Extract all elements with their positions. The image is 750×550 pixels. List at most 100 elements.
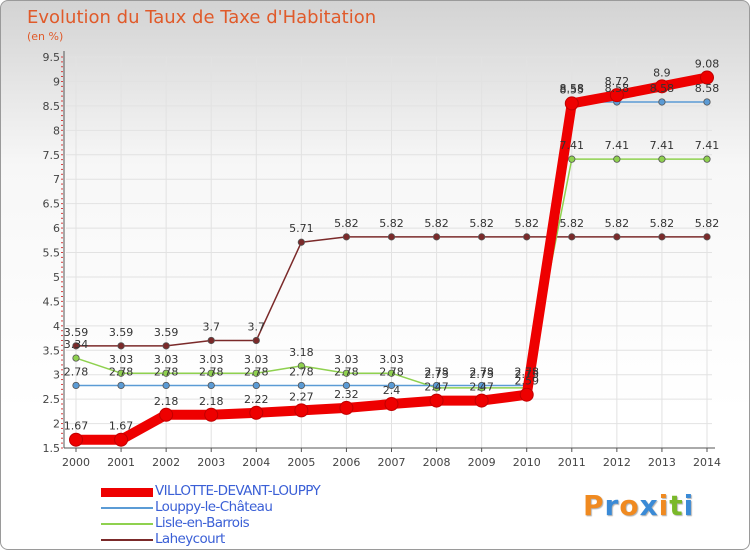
x-tick-label: 2004 bbox=[242, 456, 270, 469]
data-label: 2.78 bbox=[289, 365, 314, 378]
legend-swatch-villotte bbox=[101, 488, 153, 497]
x-tick-label: 2012 bbox=[603, 456, 631, 469]
y-tick-label: 9.5 bbox=[43, 51, 61, 64]
data-point bbox=[162, 369, 170, 377]
data-label: 5.82 bbox=[560, 217, 585, 230]
data-label: 1.67 bbox=[109, 420, 134, 433]
data-label: 8.55 bbox=[560, 83, 585, 96]
y-tick-label: 1.5 bbox=[43, 442, 61, 455]
data-label: 2.47 bbox=[424, 381, 449, 394]
y-tick-label: 5.5 bbox=[43, 247, 61, 260]
data-point bbox=[294, 403, 309, 418]
data-point bbox=[568, 155, 576, 163]
data-label: 3.03 bbox=[154, 353, 179, 366]
data-label: 5.82 bbox=[695, 217, 720, 230]
legend-swatch-laheycourt bbox=[101, 539, 153, 541]
y-tick-label: 2.5 bbox=[43, 393, 61, 406]
data-label: 2.73 bbox=[424, 368, 449, 381]
data-point bbox=[478, 233, 486, 241]
data-point bbox=[117, 381, 125, 390]
data-point bbox=[432, 233, 441, 241]
data-point bbox=[700, 70, 714, 85]
logo-letter: r bbox=[604, 489, 620, 522]
data-point bbox=[387, 233, 396, 241]
logo-letter: x bbox=[639, 489, 659, 522]
data-label: 2.78 bbox=[109, 365, 134, 378]
x-tick-label: 2008 bbox=[423, 456, 451, 469]
data-point bbox=[207, 381, 215, 390]
y-tick-label: 6.5 bbox=[43, 198, 61, 211]
y-tick-label: 7 bbox=[53, 173, 60, 186]
y-tick-label: 5 bbox=[53, 271, 60, 284]
data-label: 2.78 bbox=[469, 365, 494, 378]
data-label: 5.71 bbox=[289, 222, 314, 235]
data-point bbox=[703, 155, 711, 163]
data-label: 3.59 bbox=[154, 326, 179, 339]
data-label: 7.41 bbox=[560, 139, 585, 152]
data-label: 5.82 bbox=[605, 217, 630, 230]
data-point bbox=[703, 98, 711, 106]
data-label: 3.7 bbox=[202, 320, 220, 333]
data-point bbox=[204, 407, 219, 422]
y-tick-label: 4.5 bbox=[43, 295, 61, 308]
legend-label-louppy: Louppy-le-Château bbox=[155, 499, 273, 515]
logo-letter: i bbox=[683, 489, 695, 522]
data-label: 8.58 bbox=[605, 82, 630, 95]
x-tick-label: 2010 bbox=[513, 456, 541, 469]
data-label: 2.78 bbox=[424, 365, 449, 378]
x-tick-label: 2011 bbox=[558, 456, 586, 469]
data-point bbox=[658, 98, 666, 106]
y-tick-label: 2 bbox=[53, 418, 60, 431]
x-tick-label: 2000 bbox=[62, 456, 90, 469]
data-label: 1.67 bbox=[64, 420, 89, 433]
data-point bbox=[384, 397, 399, 412]
data-label: 3.03 bbox=[109, 353, 134, 366]
y-tick-label: 8.5 bbox=[43, 100, 61, 113]
data-point bbox=[519, 387, 534, 402]
data-label: 3.59 bbox=[109, 326, 134, 339]
data-label: 2.73 bbox=[514, 368, 539, 381]
data-label: 3.03 bbox=[379, 353, 404, 366]
data-point bbox=[207, 336, 215, 345]
proxiti-logo: Proxiti bbox=[583, 489, 694, 522]
legend-label-villotte: VILLOTTE-DEVANT-LOUPPY bbox=[155, 483, 321, 499]
x-tick-label: 2005 bbox=[287, 456, 315, 469]
y-tick-label: 3.5 bbox=[43, 344, 61, 357]
data-label: 3.03 bbox=[199, 353, 224, 366]
data-point bbox=[252, 369, 260, 377]
data-label: 2.32 bbox=[334, 388, 359, 401]
data-label: 5.82 bbox=[650, 217, 675, 230]
data-point bbox=[523, 233, 531, 241]
y-tick-label: 7.5 bbox=[43, 149, 61, 162]
x-tick-label: 2013 bbox=[648, 456, 676, 469]
data-point bbox=[342, 233, 351, 241]
data-point bbox=[609, 88, 624, 103]
x-tick-label: 2009 bbox=[468, 456, 496, 469]
data-label: 2.78 bbox=[199, 365, 224, 378]
x-tick-label: 2014 bbox=[693, 456, 721, 469]
data-label: 8.58 bbox=[695, 82, 720, 95]
data-point bbox=[339, 400, 354, 415]
data-point bbox=[613, 233, 621, 241]
data-point bbox=[429, 393, 444, 408]
data-point bbox=[297, 362, 305, 370]
data-point bbox=[703, 233, 711, 241]
data-label: 7.41 bbox=[650, 139, 675, 152]
y-tick-label: 4 bbox=[53, 320, 60, 333]
x-tick-label: 2003 bbox=[197, 456, 225, 469]
legend-label-laheycourt: Laheycourt bbox=[155, 531, 225, 547]
data-label: 2.78 bbox=[244, 365, 269, 378]
data-label: 3.03 bbox=[334, 353, 359, 366]
data-point bbox=[387, 381, 396, 390]
data-label: 8.58 bbox=[560, 82, 585, 95]
data-point bbox=[564, 96, 579, 111]
data-label: 9.08 bbox=[695, 58, 720, 71]
data-point bbox=[342, 381, 351, 390]
logo-letter: P bbox=[583, 489, 605, 522]
y-axis-unit: (en %) bbox=[27, 30, 64, 43]
data-label: 8.72 bbox=[605, 75, 630, 88]
data-label: 3.18 bbox=[289, 346, 314, 359]
data-label: 5.82 bbox=[424, 217, 449, 230]
data-label: 2.22 bbox=[244, 393, 269, 406]
